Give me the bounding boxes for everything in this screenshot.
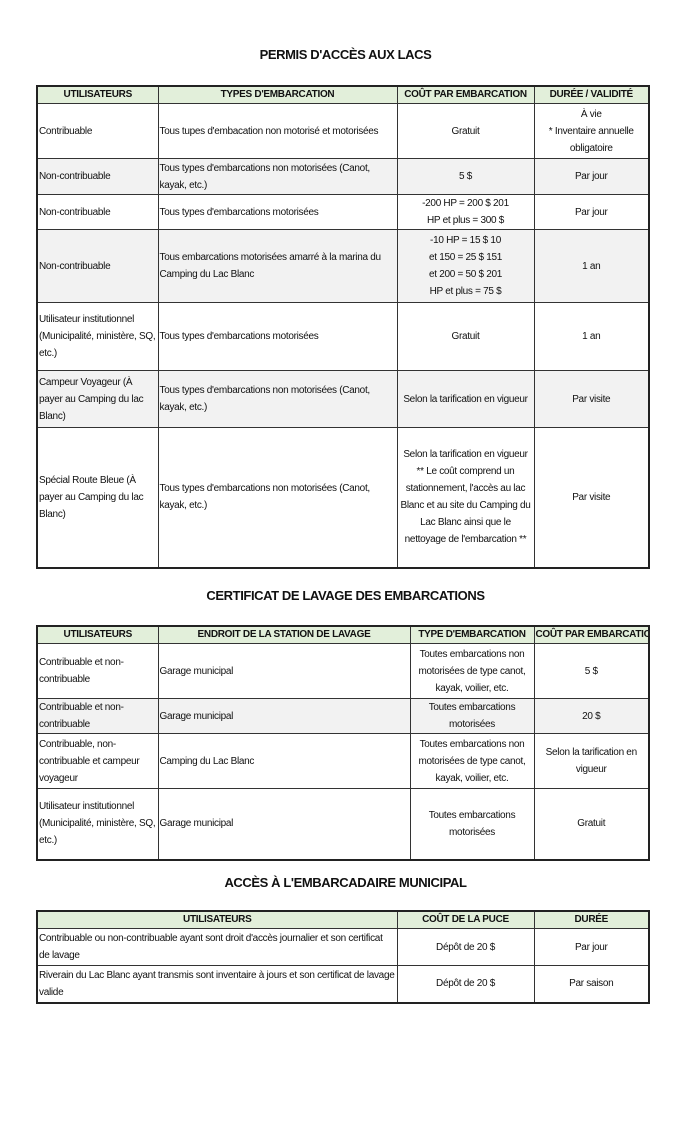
embarcadaire-title: ACCÈS À L'EMBARCADAIRE MUNICIPAL xyxy=(224,875,467,890)
table-row: Contribuable, non-contribuable et campeu… xyxy=(36,733,650,789)
table-cell: Selon la tarification en vigueur xyxy=(533,733,650,789)
table-cell: 5 $ xyxy=(396,158,535,195)
table-row: Non-contribuable Tous types d'embarcation… xyxy=(36,194,650,230)
permis-table: UTILISATEURS TYPES D'EMBARCATION COÛT PAR … xyxy=(36,85,650,569)
table-cell: Camping du Lac Blanc xyxy=(157,733,411,789)
table-cell: Tous types d'embarcations non motorisées… xyxy=(157,427,398,568)
table-cell: Par visite xyxy=(533,370,650,428)
table-cell: Par jour xyxy=(533,158,650,195)
table-cell: Toutes embarcations non motorisées de ty… xyxy=(409,643,535,699)
table-cell: Par saison xyxy=(533,965,650,1003)
table-cell: Utilisateur institutionnel (Municipalité… xyxy=(36,788,159,860)
table-cell: Toutes embarcations non motorisées de ty… xyxy=(409,733,535,789)
table-row: Contribuable et non-contribuable Garage m… xyxy=(36,643,650,699)
embarcadaire-table: UTILISATEURS COÛT DE LA PUCE DURÉE Contribu… xyxy=(36,910,650,1004)
column-header: TYPE D'EMBARCATION xyxy=(409,625,535,644)
table-cell: Par jour xyxy=(533,928,650,966)
header-row: UTILISATEURS ENDROIT DE LA STATION DE LAV… xyxy=(36,625,650,644)
column-header: DURÉE / VALIDITÉ xyxy=(533,85,650,104)
table-row: Non-contribuable Tous embarcations motori… xyxy=(36,229,650,303)
column-header: TYPES D'EMBARCATION xyxy=(157,85,398,104)
permis-title: PERMIS D'ACCÈS AUX LACS xyxy=(259,47,432,62)
table-cell: Par jour xyxy=(533,194,650,230)
table-cell: Contribuable et non-contribuable xyxy=(36,643,159,699)
column-header: COÛT PAR EMBARCATION xyxy=(396,85,535,104)
table-row: Non-contribuable Tous types d'embarcation… xyxy=(36,158,650,195)
column-header: DURÉE xyxy=(533,910,650,929)
table-cell: Utilisateur institutionnel (Municipalité… xyxy=(36,302,159,371)
table-cell: Dépôt de 20 $ xyxy=(396,928,535,966)
lavage-table: UTILISATEURS ENDROIT DE LA STATION DE LAV… xyxy=(36,625,650,861)
table-cell: Contribuable et non-contribuable xyxy=(36,698,159,734)
table-row: Campeur Voyageur (À payer au Camping du … xyxy=(36,370,650,428)
table-cell: Tous types d'embarcations motorisées xyxy=(157,302,398,371)
table-cell: -10 HP = 15 $ 10 et 150 = 25 $ 151 et 20… xyxy=(396,229,535,303)
table-cell: Contribuable, non-contribuable et campeu… xyxy=(36,733,159,789)
table-cell: Tous tupes d'embacation non motorisé et … xyxy=(157,103,398,159)
table-cell: Garage municipal xyxy=(157,788,411,860)
table-cell: Selon la tarification en vigueur xyxy=(396,370,535,428)
table-cell: Non-contribuable xyxy=(36,158,159,195)
table-cell: Par visite xyxy=(533,427,650,568)
table-row: Contribuable et non-contribuable Garage m… xyxy=(36,698,650,734)
table-cell: Tous types d'embarcations non motorisées… xyxy=(157,370,398,428)
table-cell: Tous types d'embarcations non motorisées… xyxy=(157,158,398,195)
table-cell: 20 $ xyxy=(533,698,650,734)
column-header: COÛT DE LA PUCE xyxy=(396,910,535,929)
table-row: Spécial Route Bleue (À payer au Camping … xyxy=(36,427,650,568)
table-cell: Non-contribuable xyxy=(36,194,159,230)
header-row: UTILISATEURS TYPES D'EMBARCATION COÛT PAR … xyxy=(36,85,650,104)
table-cell: 1 an xyxy=(533,229,650,303)
table-cell: Contribuable xyxy=(36,103,159,159)
table-cell: Toutes embarcations motorisées xyxy=(409,788,535,860)
column-header: UTILISATEURS xyxy=(36,625,159,644)
table-cell: Riverain du Lac Blanc ayant transmis son… xyxy=(36,965,398,1003)
table-row: Riverain du Lac Blanc ayant transmis son… xyxy=(36,965,650,1003)
table-cell: 5 $ xyxy=(533,643,650,699)
table-row: Utilisateur institutionnel (Municipalité… xyxy=(36,788,650,860)
table-cell: Dépôt de 20 $ xyxy=(396,965,535,1003)
table-cell: Campeur Voyageur (À payer au Camping du … xyxy=(36,370,159,428)
lavage-title: CERTIFICAT DE LAVAGE DES EMBARCATIONS xyxy=(206,588,485,603)
table-row: Contribuable ou non-contribuable ayant s… xyxy=(36,928,650,966)
column-header: UTILISATEURS xyxy=(36,85,159,104)
table-cell: Non-contribuable xyxy=(36,229,159,303)
table-row: Utilisateur institutionnel (Municipalité… xyxy=(36,302,650,371)
table-cell: À vie * Inventaire annuelle obligatoire xyxy=(533,103,650,159)
table-cell: Selon la tarification en vigueur ** Le c… xyxy=(396,427,535,568)
column-header: ENDROIT DE LA STATION DE LAVAGE xyxy=(157,625,411,644)
table-cell: Spécial Route Bleue (À payer au Camping … xyxy=(36,427,159,568)
header-row: UTILISATEURS COÛT DE LA PUCE DURÉE xyxy=(36,910,650,929)
table-cell: -200 HP = 200 $ 201 HP et plus = 300 $ xyxy=(396,194,535,230)
table-cell: Tous types d'embarcations motorisées xyxy=(157,194,398,230)
table-cell: Gratuit xyxy=(533,788,650,860)
column-header: UTILISATEURS xyxy=(36,910,398,929)
table-cell: Contribuable ou non-contribuable ayant s… xyxy=(36,928,398,966)
column-header: COÛT PAR EMBARCATION xyxy=(533,625,650,644)
table-cell: Garage municipal xyxy=(157,698,411,734)
table-cell: Toutes embarcations motorisées xyxy=(409,698,535,734)
table-cell: 1 an xyxy=(533,302,650,371)
table-cell: Gratuit xyxy=(396,302,535,371)
table-cell: Tous embarcations motorisées amarré à la… xyxy=(157,229,398,303)
table-cell: Gratuit xyxy=(396,103,535,159)
table-cell: Garage municipal xyxy=(157,643,411,699)
table-row: Contribuable Tous tupes d'embacation non … xyxy=(36,103,650,159)
